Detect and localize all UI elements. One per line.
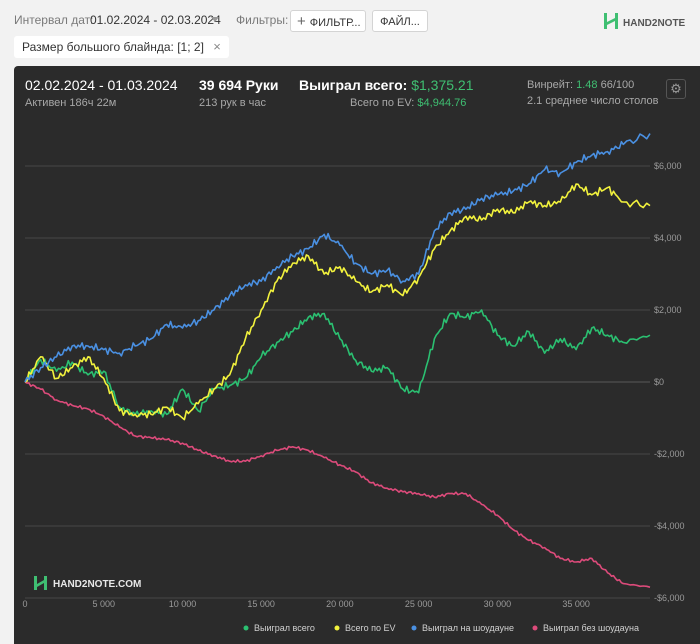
legend-label: Всего по EV [345,623,395,633]
series-line [24,133,651,383]
file-button[interactable]: ФАЙЛ... [372,10,428,32]
chart-grid [25,165,650,599]
ev-total-value: $4,944.76 [417,97,467,109]
won-total: Выиграл всего: $1,375.21 [299,77,474,93]
x-tick-label: 5 000 [92,599,115,609]
won-total-value: $1,375.21 [411,77,474,93]
y-tick-label: -$2,000 [654,449,685,459]
y-axis-ticks: $6,000 $4,000 $2,000 $0 -$2,000 -$4,000 -$6,00… [654,161,685,603]
chevron-down-icon[interactable] [211,17,219,22]
hand2note-logo: HAND2NOTE [604,13,686,29]
filter-chip-label: Размер большого блайнда: [1; 2] [22,40,204,54]
series-line [24,309,651,418]
x-tick-label: 0 [22,599,27,609]
hands-per-hour: 213 рук в час [199,97,267,109]
winrate-label: Винрейт: [527,79,574,91]
y-tick-label: $4,000 [654,233,682,243]
ev-total: Всего по EV: $4,944.76 [350,97,466,109]
hands-count: 39 694 Руки [199,77,279,93]
legend-marker [411,625,417,631]
winrate-value: 1.48 [576,79,598,91]
watermark-text: HAND2NOTE.COM [53,579,141,590]
legend-label: Выиграл на шоудауне [422,623,514,633]
x-tick-label: 25 000 [405,599,433,609]
x-tick-label: 15 000 [247,599,275,609]
ev-total-label: Всего по EV: [350,97,415,109]
brand-logo: HAND2NOTE [604,11,700,31]
date-interval-select[interactable]: 01.02.2024 - 02.03.2024 [90,13,221,27]
period-text: 02.02.2024 - 01.03.2024 [25,77,178,93]
filter-bar: Интервал дат: 01.02.2024 - 02.03.2024 Фи… [0,0,700,66]
active-time: Активен 186ч 22м [25,97,117,109]
logo-text: HAND2NOTE [623,18,686,29]
y-tick-label: -$6,000 [654,593,685,603]
series-line [24,381,651,588]
watermark: HAND2NOTE.COM [34,576,141,590]
x-tick-label: 30 000 [484,599,512,609]
y-tick-label: $6,000 [654,161,682,171]
winrate-unit: 66/100 [600,79,635,91]
legend-marker [532,625,538,631]
y-tick-label: $2,000 [654,305,682,315]
plus-icon: + [297,13,306,30]
won-total-label: Выиграл всего: [299,77,408,93]
y-tick-label: -$4,000 [654,521,685,531]
filter-button-label: ФИЛЬТР... [309,17,361,29]
legend-marker [243,625,249,631]
chart-lines [24,133,651,588]
legend-marker [334,625,340,631]
winrate: Винрейт: 1.48 66/100 [527,79,634,91]
average-tables: 2.1 среднее число столов [527,95,659,107]
close-icon[interactable]: × [213,39,221,54]
x-tick-label: 35 000 [562,599,590,609]
legend-label: Выиграл без шоудауна [543,623,639,633]
x-tick-label: 10 000 [169,599,197,609]
graph-panel [14,66,700,644]
gear-icon[interactable]: ⚙ [666,79,686,99]
chart-legend: Выиграл всего Всего по EV Выиграл на шоуда… [243,623,639,633]
y-tick-label: $0 [654,377,664,387]
file-button-label: ФАЙЛ... [380,16,420,28]
filter-chip-big-blind[interactable]: Размер большого блайнда: [1; 2] × [14,36,229,58]
filter-button[interactable]: + ФИЛЬТР... [290,10,366,32]
series-line [24,183,651,421]
x-axis-ticks: 0 5 000 10 000 15 000 20 000 25 000 30 000 35 0… [22,599,589,609]
filters-label: Фильтры: [236,13,289,27]
x-tick-label: 20 000 [326,599,354,609]
date-interval-label: Интервал дат: [14,13,94,27]
legend-label: Выиграл всего [254,623,315,633]
